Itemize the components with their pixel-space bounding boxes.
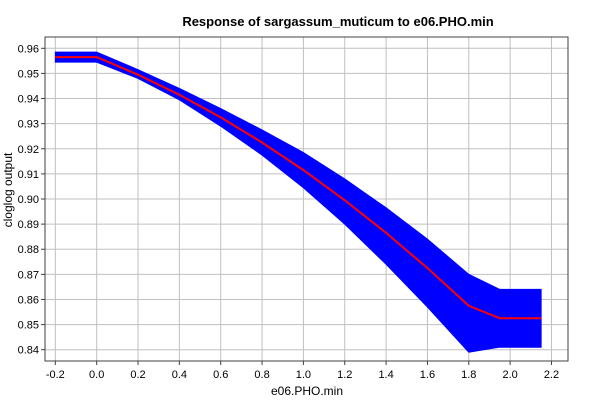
x-tick-label: 1.0	[296, 369, 311, 381]
y-tick-label: 0.85	[18, 320, 39, 332]
x-tick-label: 0.6	[213, 369, 228, 381]
x-tick-label: 1.4	[378, 369, 393, 381]
y-axis-label: cloglog output	[1, 152, 15, 227]
mean-response-line	[55, 56, 542, 320]
y-tick-label: 0.95	[18, 68, 39, 80]
x-tick-label: 0.0	[89, 369, 104, 381]
y-tick-label: 0.84	[18, 345, 39, 357]
y-tick-label: 0.92	[18, 144, 39, 156]
x-tick-label: 1.2	[337, 369, 352, 381]
x-tick-label: 2.2	[544, 369, 559, 381]
x-axis: -0.2 0.0 0.2 0.4 0.6 0.8 1.0 1.2 1.4 1.6 1.8 2.0 2.2	[46, 361, 559, 381]
y-tick-label: 0.86	[18, 294, 39, 306]
y-tick-label: 0.89	[18, 219, 39, 231]
y-tick-label: 0.94	[18, 94, 39, 106]
y-tick-label: 0.88	[18, 244, 39, 256]
y-axis: 0.84 0.85 0.86 0.87 0.88 0.89 0.90 0.91 0.92 0.93…	[18, 43, 45, 357]
x-tick-label: 0.4	[172, 369, 187, 381]
x-tick-label: 0.2	[130, 369, 145, 381]
confidence-band	[54, 51, 542, 353]
x-tick-label: 1.8	[461, 369, 476, 381]
chart-title: Response of sargassum_muticum to e06.PHO…	[182, 14, 493, 29]
x-tick-label: 1.6	[420, 369, 435, 381]
y-tick-label: 0.90	[18, 194, 39, 206]
y-tick-label: 0.87	[18, 269, 39, 281]
y-tick-label: 0.96	[18, 43, 39, 55]
x-tick-label: -0.2	[46, 369, 65, 381]
x-tick-label: 0.8	[254, 369, 269, 381]
x-tick-label: 2.0	[502, 369, 517, 381]
y-tick-label: 0.91	[18, 169, 39, 181]
y-tick-label: 0.93	[18, 119, 39, 131]
x-axis-label: e06.PHO.min	[271, 384, 343, 398]
